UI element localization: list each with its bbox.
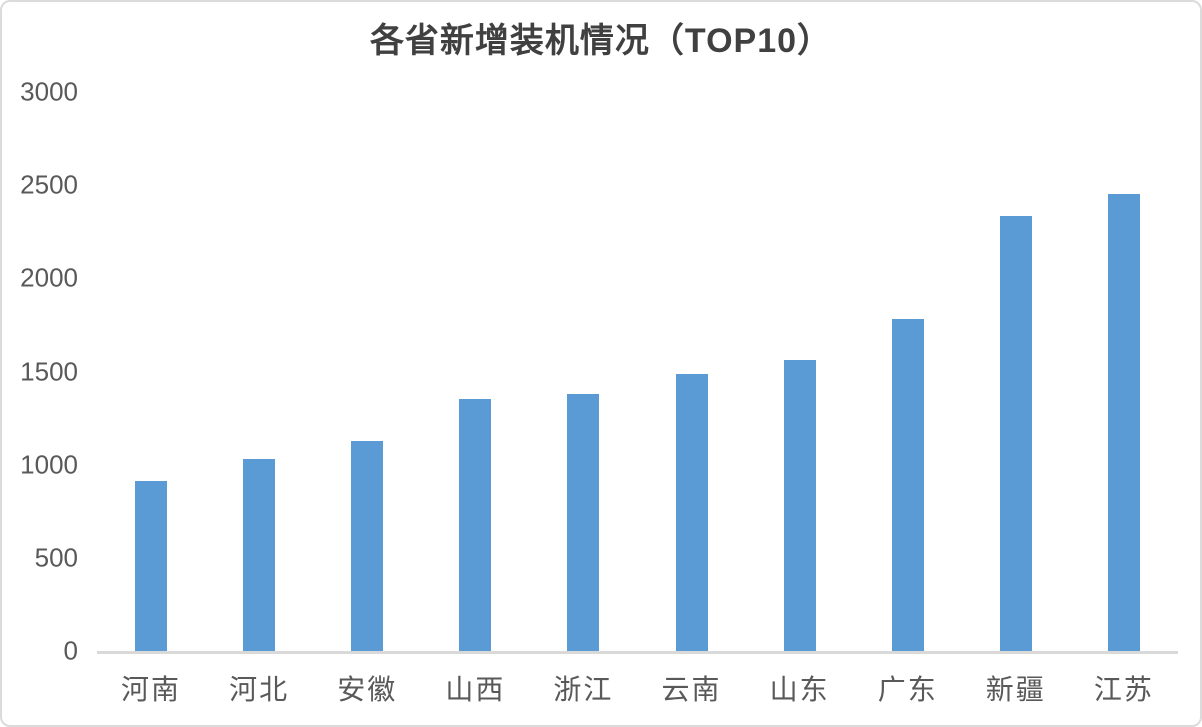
bar-云南 (675, 374, 708, 651)
y-tick-label: 500 (34, 542, 78, 573)
x-tick-label: 江苏 (1093, 674, 1154, 705)
y-tick-label: 2000 (20, 262, 78, 293)
bar-江苏 (1107, 193, 1140, 651)
x-tick-label: 云南 (661, 674, 722, 705)
bar-slot (421, 92, 529, 651)
bar-河北 (243, 459, 276, 651)
x-tick-label: 河北 (229, 674, 290, 705)
bar-slot (205, 92, 313, 651)
bar-河南 (135, 481, 168, 651)
x-axis-labels: 河南 河北 安徽 山西 浙江 云南 山东 广东 新疆 江苏 (97, 668, 1178, 708)
x-tick-label: 河南 (121, 674, 182, 705)
y-tick-label: 2500 (20, 169, 78, 200)
x-tick-label: 广东 (877, 674, 938, 705)
y-tick-label: 1500 (20, 356, 78, 386)
x-tick-label: 新疆 (985, 674, 1046, 705)
chart-title: 各省新增装机情况（TOP10） (369, 22, 833, 60)
x-tick-label: 浙江 (553, 674, 614, 705)
bar-slot (529, 92, 637, 651)
y-tick-label: 1000 (20, 449, 78, 480)
bar-安徽 (351, 441, 384, 651)
y-tick-label: 3000 (20, 76, 78, 107)
bar-slot (97, 92, 205, 651)
bar-slot (854, 92, 962, 651)
x-tick-label: 山东 (769, 674, 830, 705)
bar-slot (962, 92, 1070, 651)
bar-slot (637, 92, 745, 651)
x-tick-label: 安徽 (337, 674, 398, 705)
bar-山西 (459, 398, 492, 651)
bar-广东 (891, 319, 924, 651)
bar-slot (746, 92, 854, 651)
y-tick-label: 0 (63, 635, 78, 666)
bar-slot (1070, 92, 1178, 651)
bar-浙江 (567, 393, 600, 651)
bar-slot (313, 92, 421, 651)
x-tick-label: 山西 (445, 674, 506, 705)
bar-山东 (783, 360, 816, 651)
bar-新疆 (999, 215, 1032, 651)
plot-area (97, 92, 1178, 654)
